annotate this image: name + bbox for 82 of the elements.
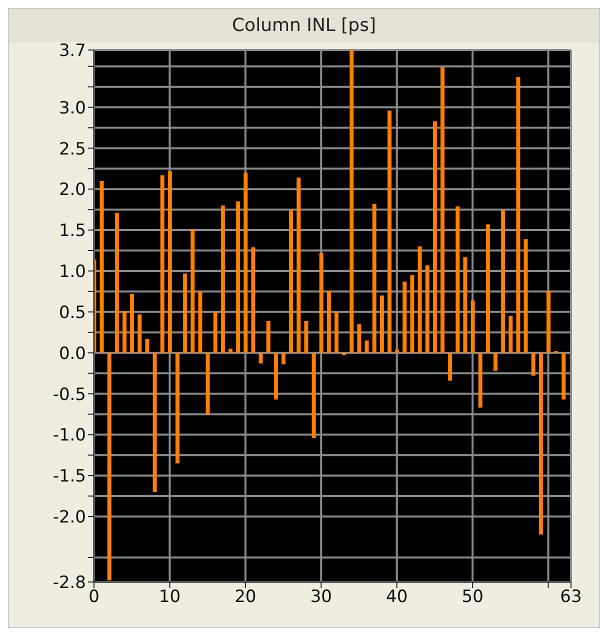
bar <box>418 246 422 353</box>
bar <box>342 352 346 356</box>
bar <box>114 212 119 353</box>
bar <box>440 67 444 353</box>
bar <box>296 178 301 353</box>
bar <box>478 352 482 408</box>
bar <box>364 340 369 353</box>
bar <box>516 77 520 353</box>
x-tick-label: 20 <box>234 587 256 608</box>
bar <box>524 239 528 353</box>
bar <box>198 291 202 353</box>
x-tick-label: 0 <box>88 587 100 608</box>
bar <box>289 210 294 353</box>
chart-title: Column INL [ps] <box>9 9 599 42</box>
bar <box>486 224 490 353</box>
x-tick-label: 30 <box>310 587 332 608</box>
bar <box>546 290 550 353</box>
bar <box>152 352 157 492</box>
bar <box>432 121 437 353</box>
bar <box>456 206 460 353</box>
bar <box>107 352 112 580</box>
bar <box>190 229 195 353</box>
bar <box>425 265 430 353</box>
bar <box>410 275 414 353</box>
bar <box>213 312 218 353</box>
bar <box>402 282 407 353</box>
y-tick-label: 3.7 <box>58 41 86 62</box>
bar <box>372 204 376 353</box>
bar <box>388 110 392 353</box>
bar <box>326 290 331 353</box>
y-tick-label: 1.5 <box>58 221 86 242</box>
bar <box>228 348 232 353</box>
bar <box>220 206 225 353</box>
y-tick-label: 0.0 <box>58 344 86 364</box>
bar <box>145 338 150 353</box>
bar <box>130 294 134 353</box>
bar <box>122 311 126 353</box>
bar <box>448 352 452 381</box>
bar <box>380 296 384 353</box>
y-tick-label: 3.0 <box>58 98 86 118</box>
bar <box>538 352 543 535</box>
y-tick-label: 2.0 <box>58 180 86 200</box>
bar <box>334 312 338 353</box>
bar <box>357 324 362 353</box>
bar <box>463 257 468 353</box>
bar <box>470 300 475 353</box>
bar <box>206 352 210 416</box>
x-tick-label: 50 <box>462 587 484 608</box>
bar <box>282 352 286 364</box>
x-tick-label: 63 <box>560 587 582 608</box>
bar <box>251 247 256 353</box>
bar <box>319 252 324 353</box>
y-tick-label: -2.0 <box>52 508 86 528</box>
bar <box>100 180 104 353</box>
bar <box>312 352 316 438</box>
bar <box>160 175 164 353</box>
bar <box>258 352 263 364</box>
y-tick-label: -1.5 <box>52 466 86 487</box>
bar <box>244 172 248 353</box>
y-tick-label: 0.5 <box>58 302 86 323</box>
y-tick-label: -2.8 <box>52 573 86 594</box>
bar <box>562 352 566 400</box>
bar <box>508 316 513 353</box>
x-tick-label: 10 <box>158 587 181 608</box>
bar <box>138 314 142 353</box>
bar <box>274 352 278 400</box>
y-tick-label: -0.5 <box>52 384 86 405</box>
y-tick-label: 2.5 <box>58 139 86 160</box>
bar <box>531 352 536 376</box>
bar <box>395 350 400 353</box>
bar <box>494 352 498 371</box>
bar <box>266 320 270 353</box>
x-tick-label: 40 <box>386 587 408 608</box>
bar <box>501 210 506 353</box>
bar <box>350 50 354 353</box>
bar <box>176 352 180 464</box>
y-tick-label: -1.0 <box>52 426 86 446</box>
bar <box>236 201 240 353</box>
bar <box>183 273 188 353</box>
y-tick-label: 1.0 <box>58 262 86 282</box>
bar <box>168 171 172 353</box>
bar <box>304 320 308 353</box>
